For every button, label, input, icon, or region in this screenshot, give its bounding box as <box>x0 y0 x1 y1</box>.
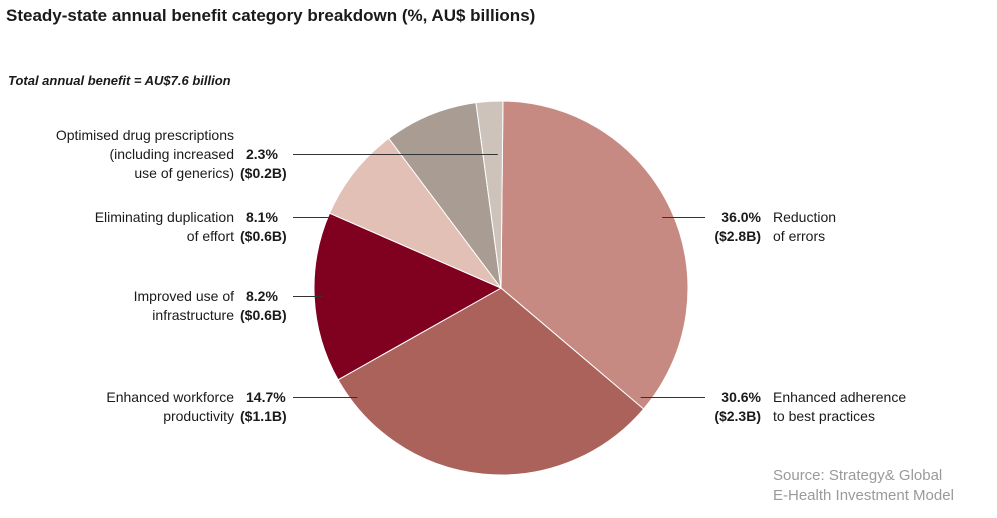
chart-title: Steady-state annual benefit category bre… <box>6 6 536 25</box>
slice-label-enhanced-workforce-productivity: productivity <box>163 408 234 424</box>
pie-slice-enhanced-adherence-to <box>337 287 645 476</box>
slice-value-enhanced-adherence-to: ($2.3B) <box>714 408 761 424</box>
slice-label-eliminating-duplication-of: of effort <box>187 228 234 244</box>
slice-percent-enhanced-workforce-productivity: 14.7% <box>246 389 286 405</box>
slice-label-optimised-drug-prescriptions: Optimised drug prescriptions <box>56 127 234 143</box>
slice-label-enhanced-adherence-to: Enhanced adherence <box>773 389 906 405</box>
source-note: Source: Strategy& Global E-Health Invest… <box>773 466 954 506</box>
slice-label-reduction-of-errors: of errors <box>773 228 825 244</box>
source-line-2: E-Health Investment Model <box>773 487 954 504</box>
slice-label-improved-use-of: infrastructure <box>152 307 234 323</box>
pie-slice-reduction-of-errors <box>500 100 689 410</box>
slice-label-optimised-drug-prescriptions: use of generics) <box>134 165 234 181</box>
slice-value-optimised-drug-prescriptions: ($0.2B) <box>240 165 287 181</box>
slice-label-enhanced-workforce-productivity: Enhanced workforce <box>106 389 234 405</box>
source-line-1: Source: Strategy& Global <box>773 467 943 484</box>
slice-percent-enhanced-adherence-to: 30.6% <box>721 389 761 405</box>
pie-slice-optimised-drug-prescriptions <box>475 100 504 289</box>
slice-label-optimised-drug-prescriptions: (including increased <box>109 146 234 162</box>
slice-percent-improved-use-of: 8.2% <box>246 288 278 304</box>
slice-percent-optimised-drug-prescriptions: 2.3% <box>246 146 278 162</box>
slice-label-enhanced-adherence-to: to best practices <box>773 408 875 424</box>
slice-percent-reduction-of-errors: 36.0% <box>721 209 761 225</box>
slice-label-improved-use-of: Improved use of <box>134 288 234 304</box>
slice-label-eliminating-duplication-of: Eliminating duplication <box>95 209 234 225</box>
pie-slice-enhanced-workforce-productivity <box>313 212 503 381</box>
slice-label-reduction-of-errors: Reduction <box>773 209 836 225</box>
pie-slice-eliminating-duplication-of <box>388 102 502 290</box>
slice-percent-eliminating-duplication-of: 8.1% <box>246 209 278 225</box>
slice-value-enhanced-workforce-productivity: ($1.1B) <box>240 408 287 424</box>
slice-value-improved-use-of: ($0.6B) <box>240 307 287 323</box>
chart-subtitle: Total annual benefit = AU$7.6 billion <box>8 73 231 88</box>
slice-value-eliminating-duplication-of: ($0.6B) <box>240 228 287 244</box>
slice-value-reduction-of-errors: ($2.8B) <box>714 228 761 244</box>
pie-slice-improved-use-of <box>328 137 503 290</box>
